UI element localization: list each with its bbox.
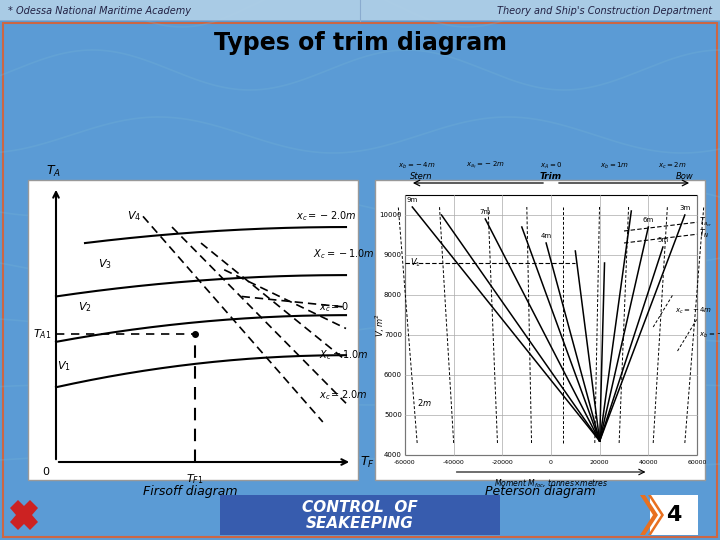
Text: 4: 4 [666, 505, 682, 525]
Text: Bow: Bow [676, 172, 694, 181]
Text: Firsoff diagram: Firsoff diagram [143, 485, 238, 498]
Text: $V_1$: $V_1$ [410, 256, 421, 269]
Polygon shape [648, 495, 664, 535]
Text: $T_{a_{cr}}$: $T_{a_{cr}}$ [699, 215, 713, 229]
Text: $V_3$: $V_3$ [98, 258, 112, 271]
Text: $T_A$: $T_A$ [47, 164, 61, 179]
Text: 9000: 9000 [384, 252, 402, 258]
Text: CONTROL  OF: CONTROL OF [302, 501, 418, 516]
Text: 60000: 60000 [688, 460, 707, 465]
Text: $x_c=-2.0m$: $x_c=-2.0m$ [296, 210, 356, 223]
Text: $T_{N}$: $T_{N}$ [699, 228, 709, 240]
Bar [0, 20, 720, 21]
Text: 5m: 5m [657, 237, 668, 243]
Text: Theory and Ship's Construction Department: Theory and Ship's Construction Departmen… [497, 6, 712, 16]
Text: Moment $M_{foc}$, tonnes×metres: Moment $M_{foc}$, tonnes×metres [494, 477, 608, 489]
Text: $V_4$: $V_4$ [127, 210, 141, 223]
Text: $X_c=1.0m$: $X_c=1.0m$ [319, 348, 369, 362]
Text: 40000: 40000 [639, 460, 658, 465]
Text: 9m: 9m [407, 197, 418, 203]
Text: $x_A=0$: $x_A=0$ [540, 161, 562, 171]
Text: 4m: 4m [541, 233, 552, 239]
Text: $V_1$: $V_1$ [58, 359, 71, 373]
Bar [0, 0, 720, 20]
Text: $V, m^2$: $V, m^2$ [373, 313, 387, 337]
Text: $x_c=-4m$: $x_c=-4m$ [675, 306, 712, 316]
Text: -40000: -40000 [443, 460, 464, 465]
Text: 0: 0 [549, 460, 553, 465]
Text: Trim: Trim [540, 172, 562, 181]
Text: $x_{a_f}=-2m$: $x_{a_f}=-2m$ [466, 160, 505, 171]
Text: 7m: 7m [480, 209, 491, 215]
Bar [650, 495, 698, 535]
Bar [220, 495, 500, 535]
Text: 10000: 10000 [379, 212, 402, 218]
Text: $x_b=-4m$: $x_b=-4m$ [398, 161, 436, 171]
Text: $x_c=2.0m$: $x_c=2.0m$ [319, 388, 367, 402]
Bar [375, 180, 705, 480]
Text: 6m: 6m [643, 217, 654, 223]
Text: 3m: 3m [679, 205, 690, 211]
Text: $x_b=-4m$: $x_b=-4m$ [699, 330, 720, 340]
Text: 5000: 5000 [384, 412, 402, 418]
Text: SEAKEEPING: SEAKEEPING [306, 516, 414, 530]
Text: Peterson diagram: Peterson diagram [485, 485, 595, 498]
Text: $T_{A1}$: $T_{A1}$ [32, 327, 51, 341]
Text: $x_c=0$: $x_c=0$ [319, 300, 348, 314]
Text: -20000: -20000 [492, 460, 513, 465]
Text: 0: 0 [42, 467, 50, 477]
Text: 8000: 8000 [384, 292, 402, 298]
Text: $V_2$: $V_2$ [78, 300, 91, 314]
Text: -60000: -60000 [394, 460, 416, 465]
Bar [28, 180, 358, 480]
Text: Types of trim diagram: Types of trim diagram [214, 31, 506, 55]
Polygon shape [10, 500, 38, 530]
Text: $T_F$: $T_F$ [360, 455, 375, 470]
Text: $x_b=1m$: $x_b=1m$ [600, 161, 629, 171]
Text: $x_c=2m$: $x_c=2m$ [658, 161, 687, 171]
Text: 7000: 7000 [384, 332, 402, 338]
Text: Stern: Stern [410, 172, 433, 181]
Text: $2m$: $2m$ [417, 397, 432, 408]
Text: 6000: 6000 [384, 372, 402, 378]
Bar [405, 195, 697, 455]
Text: $X_c=-1.0m$: $X_c=-1.0m$ [313, 247, 374, 261]
Text: 4000: 4000 [384, 452, 402, 458]
Text: $T_{F1}$: $T_{F1}$ [186, 472, 204, 486]
Text: * Odessa National Maritime Academy: * Odessa National Maritime Academy [8, 6, 191, 16]
Polygon shape [640, 495, 658, 535]
Text: 20000: 20000 [590, 460, 609, 465]
